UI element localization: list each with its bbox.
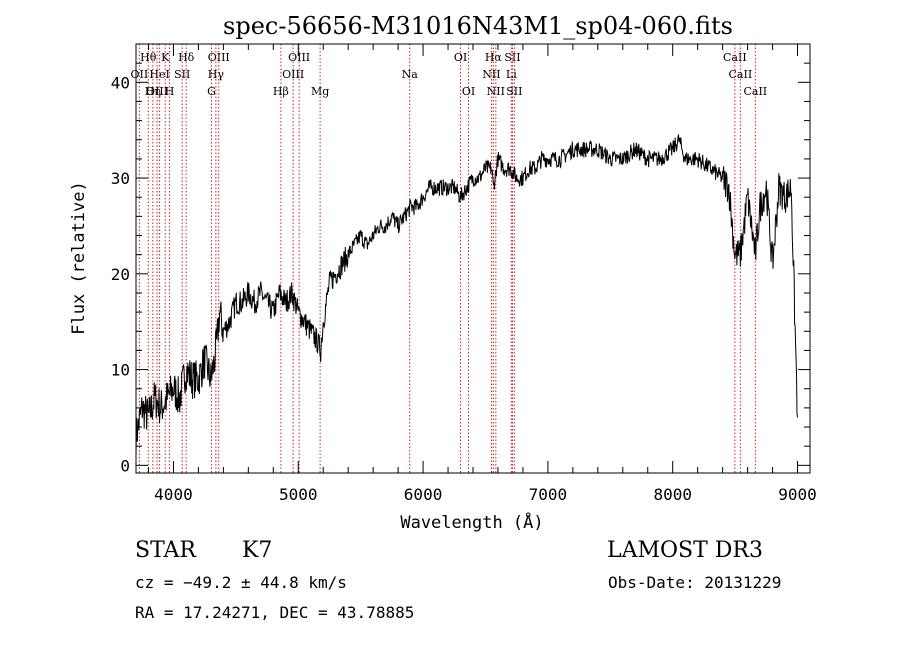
observation-date: Obs-Date: 20131229	[608, 573, 782, 592]
line-label-0: Hθ	[140, 51, 157, 64]
y-tick-label-30: 30	[111, 169, 130, 188]
line-label-21: NII	[487, 85, 505, 98]
y-tick-label-10: 10	[111, 361, 130, 380]
y-axis-label: Flux (relative)	[69, 181, 89, 335]
line-label-11: G	[207, 85, 216, 98]
line-label-5: HeI	[149, 68, 169, 81]
line-label-25: CaII	[723, 51, 747, 64]
line-label-3: Hη	[145, 85, 161, 98]
line-label-13: OIII	[282, 68, 304, 81]
line-label-24: SII	[506, 85, 522, 98]
plot-axes: 4000 5000 6000 7000 8000 9000 0 10 20 30 40	[111, 43, 817, 504]
line-label-14: Hβ	[273, 85, 289, 98]
chart-title: spec-56656-M31016N43M1_sp04-060.fits	[223, 12, 733, 40]
line-label-26: CaII	[729, 68, 753, 81]
line-label-19: Hα	[485, 51, 503, 64]
x-tick-label-6000: 6000	[404, 485, 443, 504]
plot-frame	[135, 43, 811, 474]
line-label-16: Na	[402, 68, 419, 81]
line-label-23: Li	[506, 68, 517, 81]
x-tick-label-8000: 8000	[653, 485, 692, 504]
line-label-7: Hδ	[178, 51, 195, 64]
line-label-12: OIII	[288, 51, 310, 64]
line-label-20: NII	[482, 68, 500, 81]
ra-dec-coordinates: RA = 17.24271, DEC = 43.78885	[135, 603, 415, 622]
spectrum-series	[135, 134, 798, 457]
redshift-cz: cz = −49.2 ± 44.8 km/s	[135, 573, 347, 592]
y-tick-label-40: 40	[111, 73, 130, 92]
line-label-10: Hγ	[208, 68, 225, 81]
line-label-2: OIII	[146, 85, 168, 98]
x-tick-label-7000: 7000	[529, 485, 568, 504]
y-tick-label-0: 0	[120, 456, 130, 475]
line-label-1: OII	[131, 68, 149, 81]
object-class: STAR	[135, 538, 196, 563]
object-subclass: K7	[242, 538, 273, 563]
line-label-6: H	[165, 85, 175, 98]
line-label-17: OI	[454, 51, 467, 64]
spectrum-line	[135, 134, 798, 457]
line-label-8: SII	[174, 68, 190, 81]
x-tick-label-5000: 5000	[279, 485, 318, 504]
line-label-18: OI	[462, 85, 475, 98]
line-label-22: SII	[504, 51, 520, 64]
y-tick-label-20: 20	[111, 265, 130, 284]
line-label-15: Mg	[311, 85, 329, 98]
x-axis-label: Wavelength (Å)	[400, 511, 543, 533]
x-tick-label-4000: 4000	[154, 485, 193, 504]
x-tick-label-9000: 9000	[778, 485, 817, 504]
line-label-4: K	[161, 51, 170, 64]
line-label-9: OIII	[208, 51, 230, 64]
line-label-27: CaII	[743, 85, 767, 98]
survey-name: LAMOST DR3	[607, 538, 763, 563]
